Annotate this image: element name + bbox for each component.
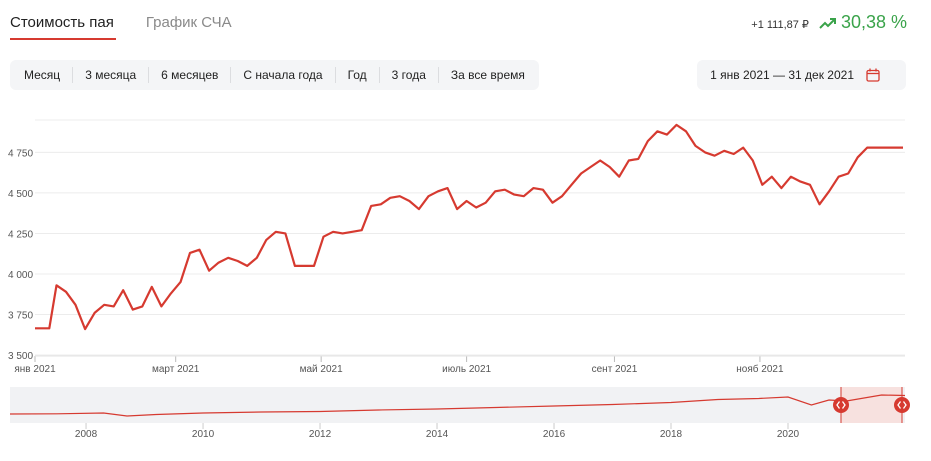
navigator-left-handle[interactable] <box>833 397 849 413</box>
navigator-line <box>9 394 906 417</box>
period-3-months[interactable]: 3 месяца <box>72 67 148 83</box>
y-tick-label: 3 750 <box>8 310 33 321</box>
period-month[interactable]: Месяц <box>24 68 61 82</box>
y-tick-label: 4 250 <box>8 229 33 240</box>
navigator-tick-label: 2018 <box>660 429 683 440</box>
navigator-tick-label: 2008 <box>75 429 98 440</box>
navigator-tick-label: 2012 <box>309 429 332 440</box>
y-axis: 3 500 3 750 4 000 4 250 4 500 4 750 <box>8 148 33 362</box>
tab-unit-price[interactable]: Стоимость пая <box>10 0 116 40</box>
period-year[interactable]: Год <box>334 67 379 83</box>
navigator-tick-label: 2016 <box>543 429 566 440</box>
trend-up-icon <box>819 17 836 29</box>
navigator-tick-label: 2010 <box>192 429 215 440</box>
period-ytd[interactable]: С начала года <box>230 67 334 83</box>
date-range-picker[interactable]: 1 янв 2021 — 31 дек 2021 <box>697 60 906 90</box>
y-tick-label: 4 000 <box>8 270 33 281</box>
navigator-background <box>10 387 905 423</box>
absolute-change: +1 111,87 ₽ <box>751 18 809 31</box>
y-tick-label: 3 500 <box>8 351 33 362</box>
y-tick-label: 4 750 <box>8 148 33 159</box>
x-tick-label: май 2021 <box>300 364 343 375</box>
navigator-tick-label: 2014 <box>426 429 449 440</box>
navigator-tick-label: 2020 <box>777 429 800 440</box>
main-chart: 3 500 3 750 4 000 4 250 4 500 4 750 янв 2021 м… <box>8 119 905 375</box>
x-tick-label: сент 2021 <box>592 364 638 375</box>
x-axis: янв 2021 март 2021 май 2021 июль 2021 сент 2… <box>14 355 905 375</box>
tabs: Стоимость пая График СЧА <box>10 0 262 40</box>
calendar-icon <box>866 68 880 82</box>
price-line <box>35 123 903 331</box>
grid-lines <box>35 119 905 356</box>
x-tick-label: июль 2021 <box>442 364 491 375</box>
navigator-selection[interactable] <box>841 387 902 423</box>
tab-nav-chart[interactable]: График СЧА <box>145 14 232 31</box>
y-tick-label: 4 500 <box>8 189 33 200</box>
navigator: 2008 2010 2012 2014 2016 2018 2020 <box>9 387 910 440</box>
x-tick-label: нояб 2021 <box>736 363 784 375</box>
period-6-months[interactable]: 6 месяцев <box>148 67 230 83</box>
period-selector: Месяц 3 месяца 6 месяцев С начала года Г… <box>10 60 539 90</box>
x-tick-label: янв 2021 <box>14 364 56 375</box>
period-all-time[interactable]: За все время <box>437 67 537 83</box>
period-3-years[interactable]: 3 года <box>378 67 438 83</box>
percent-change: 30,38 % <box>840 12 907 32</box>
date-range-label: 1 янв 2021 — 31 дек 2021 <box>710 68 854 82</box>
performance-summary: +1 111,87 ₽ 30,38 % <box>751 12 907 33</box>
navigator-right-handle[interactable] <box>894 397 910 413</box>
navigator-x-axis: 2008 2010 2012 2014 2016 2018 2020 <box>75 423 800 440</box>
x-tick-label: март 2021 <box>152 364 200 375</box>
